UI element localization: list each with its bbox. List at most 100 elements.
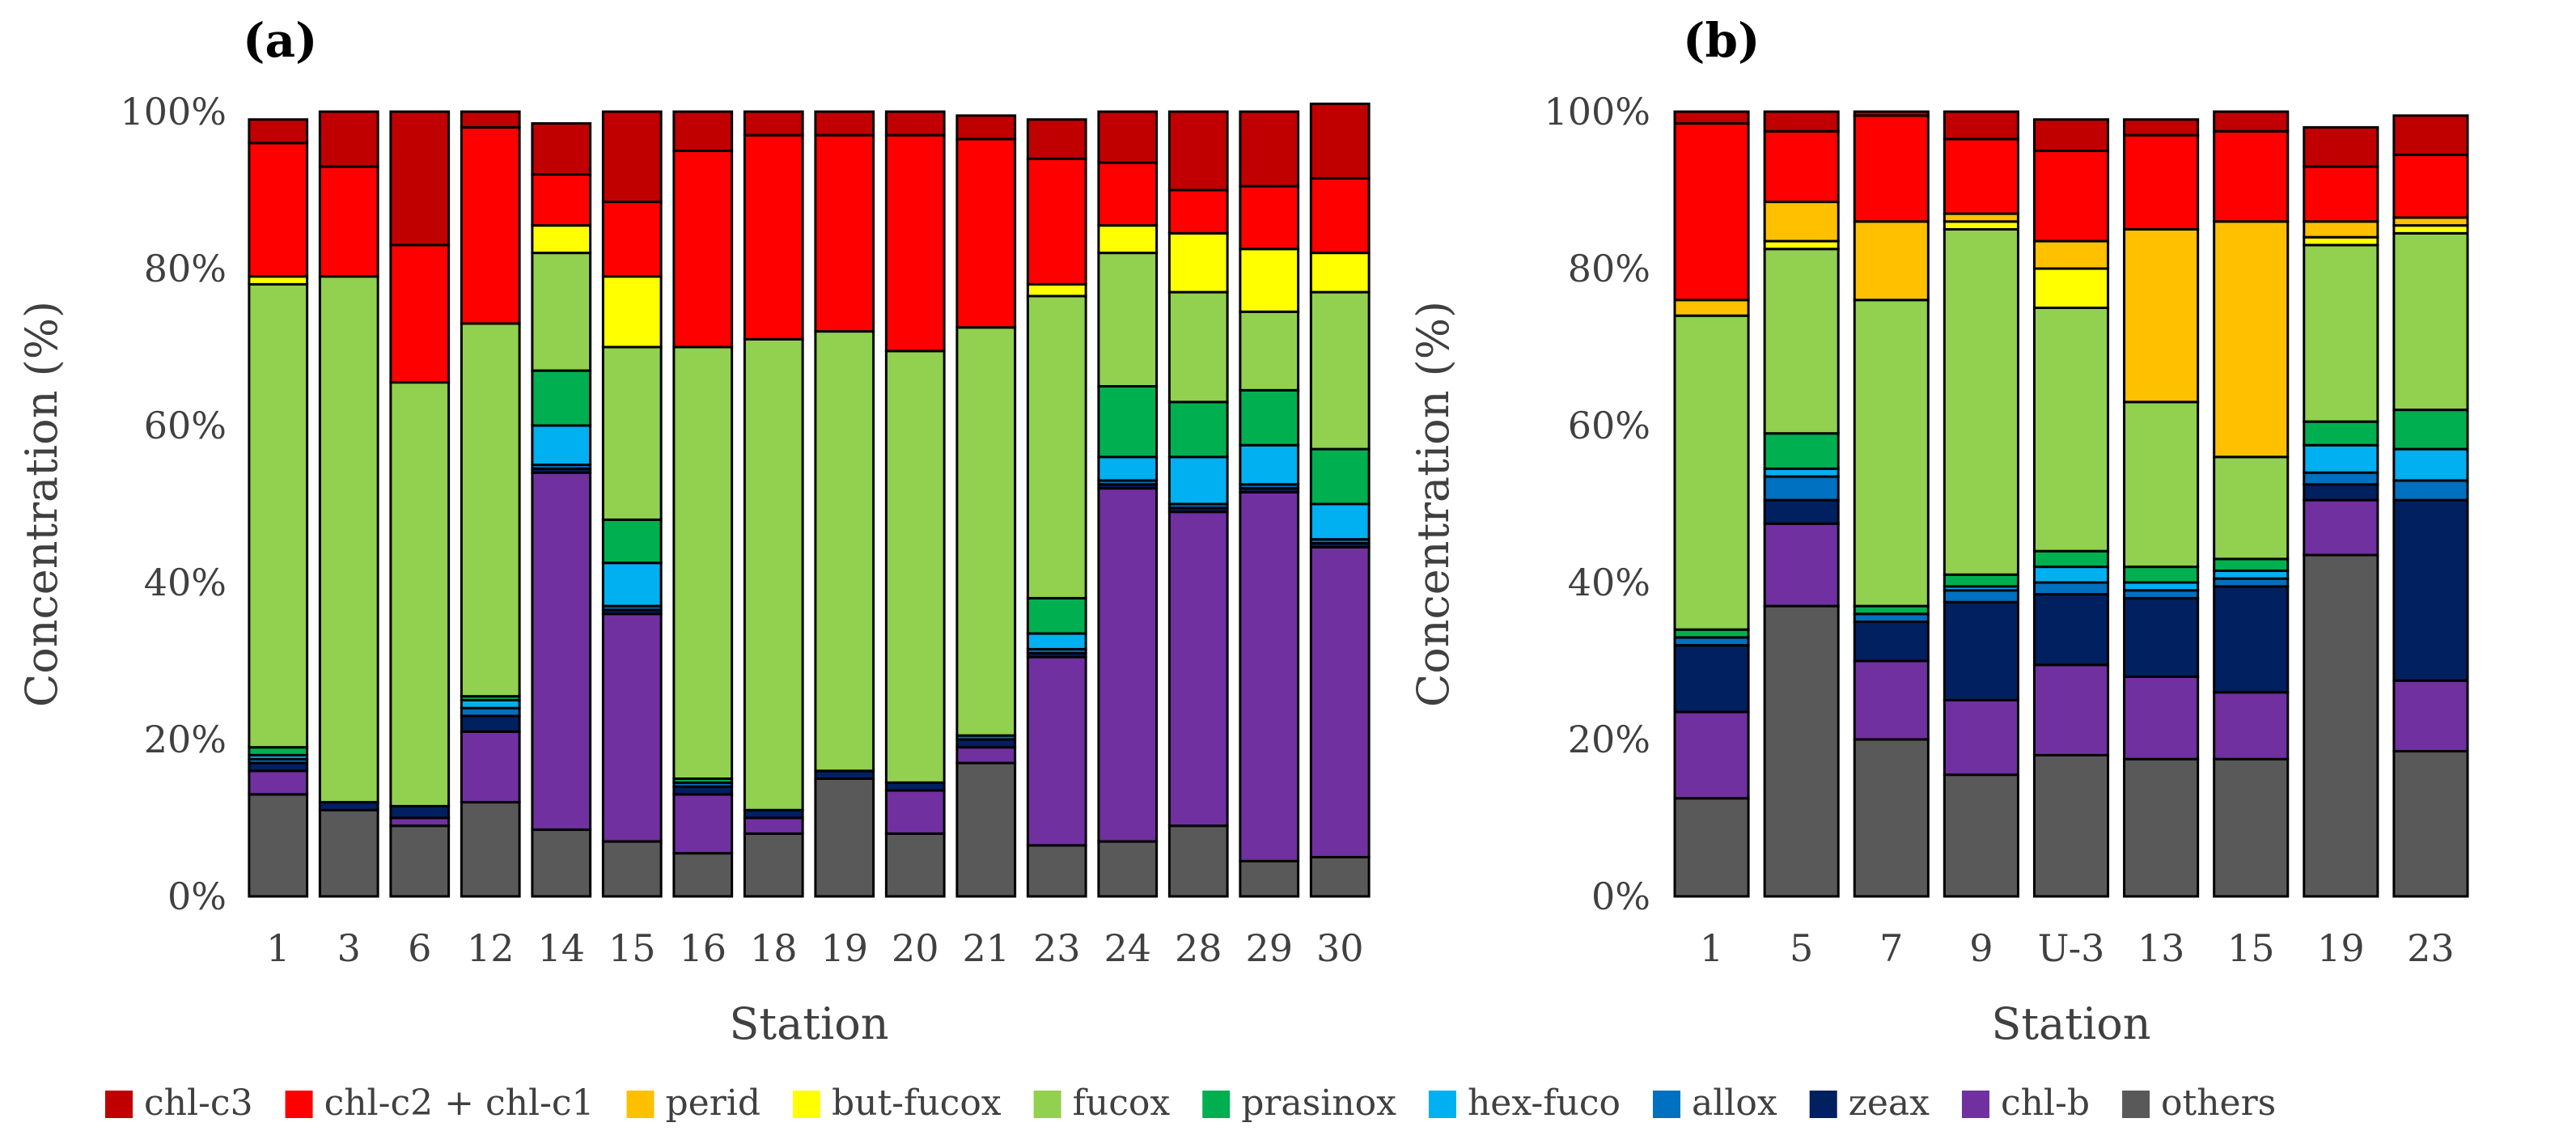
bar-segment-fucox [2213, 455, 2290, 561]
bar-segment-fucox [1239, 310, 1300, 392]
legend-swatch [1202, 1091, 1231, 1118]
bar-segment-chl_c2c1 [1167, 189, 1229, 235]
bar-segment-but_fucox [1239, 248, 1300, 313]
bar-segment-prasinox [2123, 566, 2200, 584]
bar-segment-chl_c2c1 [601, 201, 663, 278]
bar-segment-others [460, 801, 521, 898]
x-tick-label: 7 [1879, 926, 1903, 970]
bar-segment-chl_c2c1 [248, 142, 309, 278]
legend-item-hex_fuco: hex-fuco [1428, 1082, 1621, 1124]
legend-item-but_fucox: but-fucox [793, 1082, 1002, 1124]
y-axis-title: Concentration (%) [1408, 301, 1459, 707]
legend-label: chl-c2 + chl-c1 [324, 1082, 595, 1124]
bar-segment-others [2213, 757, 2290, 898]
legend-item-prasinox: prasinox [1202, 1082, 1396, 1124]
bar-segment-hex_fuco [1239, 443, 1300, 486]
legend-swatch [1961, 1091, 1989, 1118]
legend-label: prasinox [1241, 1082, 1396, 1124]
bar-segment-others [318, 808, 379, 898]
x-tick-label: 6 [408, 926, 431, 970]
bar-segment-zeax [2123, 596, 2200, 678]
bar-segment-fucox [460, 322, 521, 698]
x-tick-label: 19 [820, 926, 868, 970]
x-tick-label: 3 [337, 926, 361, 970]
bar-station-6 [389, 110, 451, 898]
bar-segment-chl_c2c1 [460, 125, 521, 325]
bar-segment-chl_b [2213, 691, 2290, 760]
bar-segment-chl_c2c1 [2213, 129, 2290, 223]
bar-segment-others [1673, 797, 1750, 898]
x-axis-title: Station [1991, 998, 2150, 1049]
bar-segment-but_fucox [1309, 252, 1371, 294]
bar-segment-perid [2123, 228, 2200, 404]
bar-station-16 [672, 110, 734, 898]
legend-swatch [1428, 1091, 1456, 1118]
legend-label: chl-c3 [144, 1082, 253, 1124]
panel-b-chart: (b)0%20%40%60%80%100%Concentration (%)1 5… [1408, 13, 2469, 1049]
bar-segment-zeax [1853, 621, 1930, 663]
bar-segment-others [1239, 859, 1300, 898]
y-tick-label: 100% [120, 90, 227, 133]
x-tick-label: 24 [1104, 926, 1151, 970]
bar-segment-but_fucox [1097, 224, 1159, 255]
bar-segment-perid [1673, 299, 1750, 317]
bar-segment-fucox [743, 337, 804, 811]
bar-station-13 [2123, 118, 2200, 898]
legend-item-allox: allox [1652, 1082, 1777, 1124]
bar-segment-but_fucox [1167, 231, 1229, 294]
bar-segment-prasinox [2213, 557, 2290, 572]
legend-swatch [1033, 1091, 1061, 1118]
bar-station-9 [1943, 110, 2019, 898]
bar-segment-others [2392, 750, 2469, 898]
bar-segment-prasinox [531, 369, 592, 427]
bar-segment-hex_fuco [2032, 566, 2110, 584]
bar-station-18 [743, 110, 804, 898]
bar-segment-others [2123, 757, 2200, 898]
bar-segment-fucox [248, 282, 309, 749]
bar-segment-chl_c3 [318, 110, 379, 168]
y-tick-label: 0% [1591, 875, 1650, 918]
x-tick-label: 1 [1700, 926, 1723, 970]
bar-segment-prasinox [2303, 420, 2379, 447]
bar-segment-chl_c3 [1167, 110, 1229, 192]
y-tick-label: 60% [1568, 404, 1650, 447]
legend-item-chl_b: chl-b [1961, 1082, 2090, 1124]
bar-station-U-3 [2032, 118, 2110, 898]
bar-segment-chl_c2c1 [1026, 157, 1087, 286]
x-axis-title: Station [729, 998, 888, 1049]
y-tick-label: 0% [167, 875, 227, 918]
bar-segment-chl_b [743, 816, 804, 835]
bar-segment-prasinox [1309, 447, 1371, 506]
bar-segment-chl_c3 [1026, 118, 1087, 160]
legend-swatch [105, 1091, 133, 1118]
bar-segment-but_fucox [1026, 282, 1087, 298]
bar-segment-but_fucox [531, 224, 592, 255]
bar-station-20 [884, 110, 946, 898]
bar-segment-chl_b [1239, 490, 1300, 862]
bar-segment-perid [2032, 239, 2110, 270]
bar-segment-chl_c3 [955, 114, 1017, 141]
legend-label: others [2161, 1082, 2276, 1124]
bar-station-14 [531, 122, 592, 898]
bar-segment-chl_b [531, 471, 592, 832]
bar-segment-chl_c3 [601, 110, 663, 204]
bar-segment-others [1943, 773, 2019, 898]
bar-segment-fucox [1097, 252, 1159, 388]
bar-segment-hex_fuco [531, 424, 592, 466]
bar-segment-chl_c3 [2032, 118, 2110, 152]
bar-segment-others [1763, 604, 1840, 898]
bar-station-3 [318, 110, 379, 898]
bar-segment-chl_c3 [389, 110, 451, 247]
legend-item-others: others [2122, 1082, 2276, 1124]
bar-segment-prasinox [1026, 596, 1087, 635]
x-tick-label: 1 [266, 926, 290, 970]
bar-station-23 [2392, 114, 2469, 898]
bar-segment-chl_c2c1 [2303, 165, 2379, 223]
x-tick-label: 14 [537, 926, 585, 970]
bar-segment-allox [1763, 475, 1840, 502]
legend-swatch [1809, 1091, 1837, 1118]
legend-label: chl-b [2001, 1082, 2090, 1124]
bar-segment-fucox [1167, 290, 1229, 404]
bar-segment-chl_c3 [2392, 114, 2469, 156]
bar-segment-hex_fuco [2392, 447, 2469, 482]
